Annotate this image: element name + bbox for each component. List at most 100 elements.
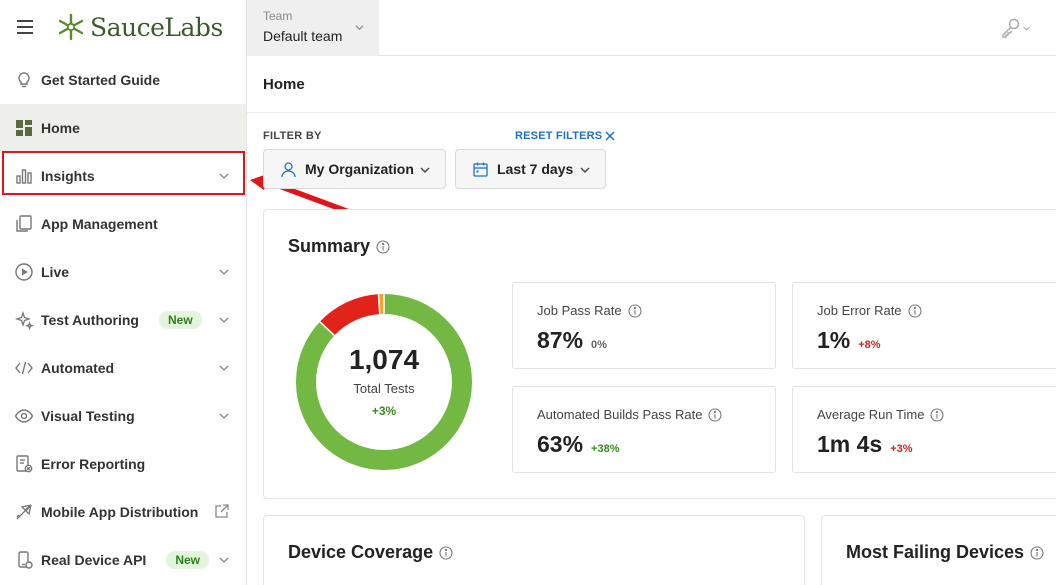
total-tests-label: Total Tests xyxy=(353,381,415,396)
team-selector[interactable]: Team Default team xyxy=(247,0,379,56)
sidebar-item-label: Get Started Guide xyxy=(41,72,161,88)
sidebar-item-label: Error Reporting xyxy=(41,456,146,472)
info-icon[interactable] xyxy=(708,407,723,422)
app-management-icon xyxy=(14,214,34,234)
total-tests-delta: +3% xyxy=(371,404,397,418)
metric-value: 1% xyxy=(817,327,851,353)
total-tests-donut-chart xyxy=(296,294,472,470)
metric-value-row: 1m 4s +3% xyxy=(817,431,913,458)
sidebar-item-visual-testing[interactable]: Visual Testing xyxy=(0,392,246,440)
top-bar: Team Default team xyxy=(247,0,1056,56)
reset-filters-label: RESET FILTERS xyxy=(515,130,603,142)
team-value: Default team xyxy=(263,28,343,44)
phone-api-icon xyxy=(14,550,34,570)
sidebar: SauceLabs Get Started Guide Home Insight… xyxy=(0,0,247,585)
summary-card: Summary 1,074 Total Tests +3% Job Pass R… xyxy=(263,209,1056,499)
sidebar-item-label: Visual Testing xyxy=(41,408,135,424)
key-menu-button[interactable] xyxy=(1000,15,1036,41)
metric-delta: +8% xyxy=(858,339,881,351)
reset-filters-button[interactable]: RESET FILTERS xyxy=(515,130,615,142)
info-icon[interactable] xyxy=(1030,545,1044,560)
page-title: Home xyxy=(263,76,305,93)
sidebar-item-error-reporting[interactable]: Error Reporting xyxy=(0,440,246,488)
chevron-down-icon xyxy=(580,167,590,173)
metric-label: Job Error Rate xyxy=(817,303,922,318)
metric-label-text: Job Pass Rate xyxy=(537,303,622,318)
chevron-down-icon xyxy=(420,167,430,173)
sidebar-item-label: Live xyxy=(41,264,70,280)
info-icon[interactable] xyxy=(627,303,642,318)
sidebar-item-mobile-app-distribution[interactable]: Mobile App Distribution xyxy=(0,488,246,536)
metric-label-text: Job Error Rate xyxy=(817,303,902,318)
info-icon[interactable] xyxy=(439,545,453,560)
info-icon[interactable] xyxy=(930,407,944,422)
error-report-icon xyxy=(14,454,34,474)
sidebar-item-app-management[interactable]: App Management xyxy=(0,200,246,248)
sidebar-item-label: Automated xyxy=(41,360,115,376)
sparkle-icon xyxy=(14,310,34,330)
sidebar-item-automated[interactable]: Automated xyxy=(0,344,246,392)
total-tests-value: 1,074 xyxy=(348,344,420,375)
brand-bar: SauceLabs xyxy=(0,0,247,56)
metric-label: Automated Builds Pass Rate xyxy=(537,407,723,422)
metric-value-row: 1% +8% xyxy=(817,327,881,354)
chevron-down-icon[interactable] xyxy=(218,410,230,422)
divider xyxy=(247,112,1056,113)
sidebar-item-label: Test Authoring xyxy=(41,312,139,328)
sidebar-item-test-authoring[interactable]: Test Authoring New xyxy=(0,296,246,344)
external-link-icon[interactable] xyxy=(213,503,230,520)
play-circle-icon xyxy=(14,262,34,282)
hamburger-icon[interactable] xyxy=(17,20,33,34)
chevron-down-icon[interactable] xyxy=(218,266,230,278)
sidebar-item-home[interactable]: Home xyxy=(0,104,246,152)
chevron-down-icon[interactable] xyxy=(218,170,230,182)
most-failing-devices-title: Most Failing Devices xyxy=(846,542,1044,563)
info-icon[interactable] xyxy=(376,239,390,254)
main-content: Home FILTER BY RESET FILTERS My Organiza… xyxy=(247,56,1056,585)
sidebar-item-get-started-guide[interactable]: Get Started Guide xyxy=(0,56,246,104)
metric-label: Job Pass Rate xyxy=(537,303,642,318)
organization-filter-dropdown[interactable]: My Organization xyxy=(263,149,446,189)
brand-name: SauceLabs xyxy=(90,12,223,42)
chevron-down-icon[interactable] xyxy=(218,314,230,326)
metric-delta: +38% xyxy=(591,443,620,455)
summary-title: Summary xyxy=(288,236,390,257)
metric-average-run-time: Average Run Time 1m 4s +3% xyxy=(792,386,1056,473)
sidebar-item-live[interactable]: Live xyxy=(0,248,246,296)
metric-value: 63% xyxy=(537,431,584,457)
donut-separator-1 xyxy=(319,321,335,336)
chevron-down-icon[interactable] xyxy=(218,362,230,374)
key-icon xyxy=(1002,18,1020,38)
device-coverage-title-text: Device Coverage xyxy=(288,542,434,562)
date-range-dropdown[interactable]: Last 7 days xyxy=(455,149,606,189)
metric-automated-builds-pass-rate: Automated Builds Pass Rate 63% +38% xyxy=(512,386,776,473)
metric-value-row: 63% +38% xyxy=(537,431,620,458)
sidebar-item-label: Mobile App Distribution xyxy=(41,504,199,520)
sidebar-item-real-device-api[interactable]: Real Device API New xyxy=(0,536,246,584)
bar-chart-icon xyxy=(14,166,34,186)
metric-label-text: Automated Builds Pass Rate xyxy=(537,407,703,422)
sidebar-item-label: Real Device API xyxy=(41,552,147,568)
user-icon xyxy=(281,161,296,177)
calendar-icon xyxy=(473,162,488,177)
sidebar-item-insights[interactable]: Insights xyxy=(0,152,246,200)
saucelabs-logo-icon xyxy=(58,13,84,41)
metric-value: 87% xyxy=(537,327,584,353)
metric-job-pass-rate: Job Pass Rate 87% 0% xyxy=(512,282,776,369)
sidebar-item-label: App Management xyxy=(41,216,158,232)
filter-by-label: FILTER BY xyxy=(263,130,322,142)
most-failing-devices-card: Most Failing Devices xyxy=(821,515,1056,585)
eye-icon xyxy=(14,406,34,426)
chevron-down-icon[interactable] xyxy=(218,554,230,566)
new-badge: New xyxy=(159,311,202,329)
metric-label: Average Run Time xyxy=(817,407,944,422)
chevron-down-icon xyxy=(1023,26,1030,31)
info-icon[interactable] xyxy=(907,303,922,318)
saucelabs-logo[interactable]: SauceLabs xyxy=(56,12,223,42)
device-coverage-title: Device Coverage xyxy=(288,542,453,563)
plane-icon xyxy=(14,502,34,522)
code-icon xyxy=(14,358,34,378)
metric-delta: 0% xyxy=(591,339,607,351)
lightbulb-icon xyxy=(14,70,34,90)
donut-center: 1,074 Total Tests +3% xyxy=(296,294,472,470)
